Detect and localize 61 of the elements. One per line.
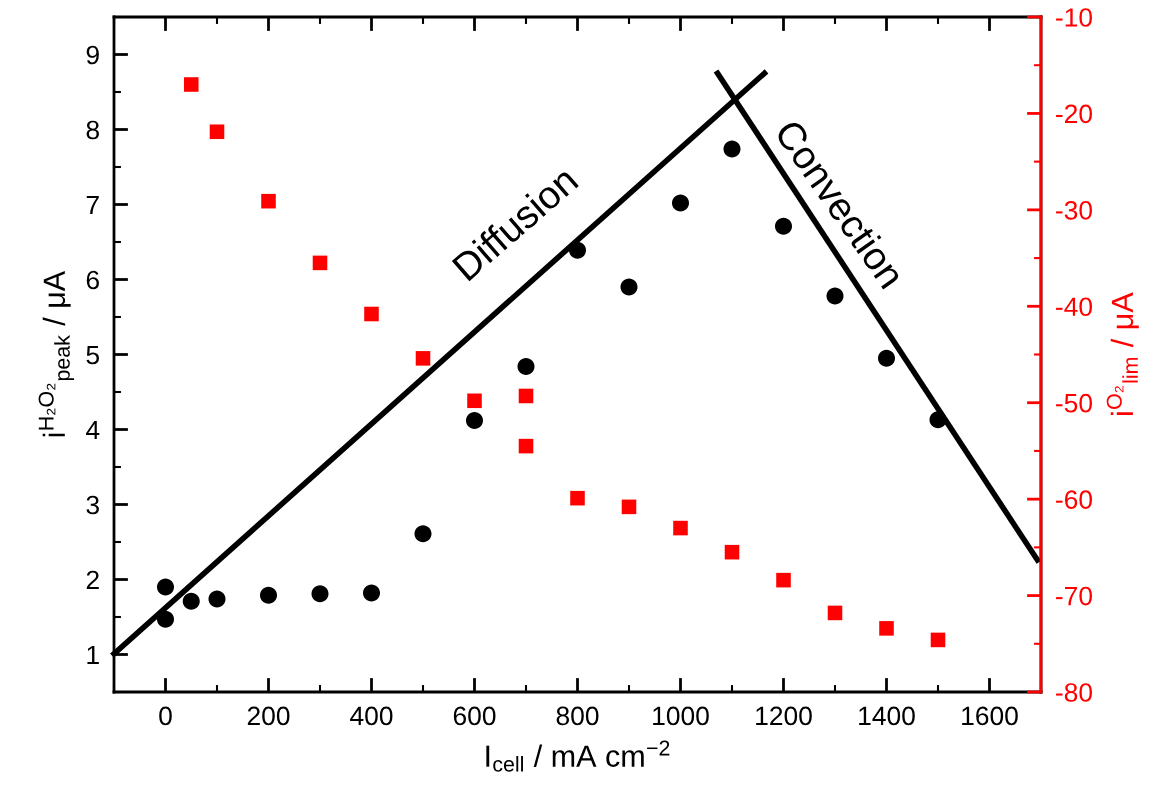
x-tick-label: 1200: [756, 706, 812, 726]
y-tick-label: 1: [87, 645, 99, 665]
point: [259, 586, 278, 604]
point: [776, 572, 791, 588]
point: [930, 632, 946, 648]
y-axis-title: i$^{H₂O₂}$$_{peak}$ / μA: [38, 270, 75, 437]
x-tick-label: 1000: [653, 706, 709, 726]
point: [621, 499, 637, 515]
x-axis-title: I$_{cell}$ / mA cm$^{−2}$: [486, 740, 670, 772]
point: [518, 388, 534, 404]
y2-tick-label: -30: [1056, 200, 1092, 220]
y-tick-label: 4: [86, 420, 100, 440]
y2-tick-label: -20: [1056, 104, 1092, 124]
point: [156, 610, 175, 628]
point: [517, 357, 535, 376]
point: [465, 411, 484, 430]
point: [827, 605, 843, 621]
y-tick-label: 8: [86, 120, 99, 140]
point: [362, 584, 381, 602]
point: [261, 193, 276, 209]
y2-tick-label: -70: [1056, 586, 1092, 606]
point: [209, 124, 225, 140]
y2-tick-label: -40: [1056, 297, 1092, 317]
y2-tick-label: -10: [1056, 8, 1092, 27]
y-tick-label: 9: [86, 45, 99, 65]
point: [415, 351, 431, 366]
x-tick-label: 1400: [859, 706, 915, 726]
point: [414, 525, 432, 543]
y2-tick-label: -50: [1056, 393, 1092, 413]
point: [570, 490, 585, 506]
x-tick-label: 200: [247, 706, 290, 726]
x-tick-label: 800: [556, 706, 599, 726]
point: [182, 592, 200, 610]
point: [364, 306, 379, 322]
point: [877, 349, 896, 367]
point: [183, 77, 199, 92]
y2-tick-label: -60: [1056, 490, 1092, 509]
point: [156, 578, 175, 596]
point: [311, 585, 329, 603]
y-tick-label: 2: [86, 570, 99, 590]
point: [724, 544, 740, 560]
x-tick-label: 0: [159, 706, 172, 726]
point: [518, 438, 534, 454]
point: [620, 278, 638, 296]
y-tick-label: 7: [86, 195, 99, 215]
point: [673, 520, 688, 536]
point: [929, 411, 947, 429]
y2-axis-title: i$^{O₂}$$_{lim}$ / μA: [1106, 292, 1139, 415]
point: [879, 621, 894, 636]
y2-tick-label: -80: [1056, 683, 1092, 702]
y-tick-label: 3: [86, 495, 99, 515]
y-tick-label: 6: [86, 270, 99, 290]
x-tick-label: 400: [350, 706, 393, 726]
point: [467, 393, 482, 409]
point: [723, 140, 741, 158]
x-tick-label: 600: [453, 706, 496, 726]
y-tick-label: 5: [86, 345, 100, 365]
point: [312, 255, 328, 271]
point: [208, 590, 226, 608]
x-tick-label: 1600: [962, 706, 1018, 726]
point: [671, 194, 690, 212]
